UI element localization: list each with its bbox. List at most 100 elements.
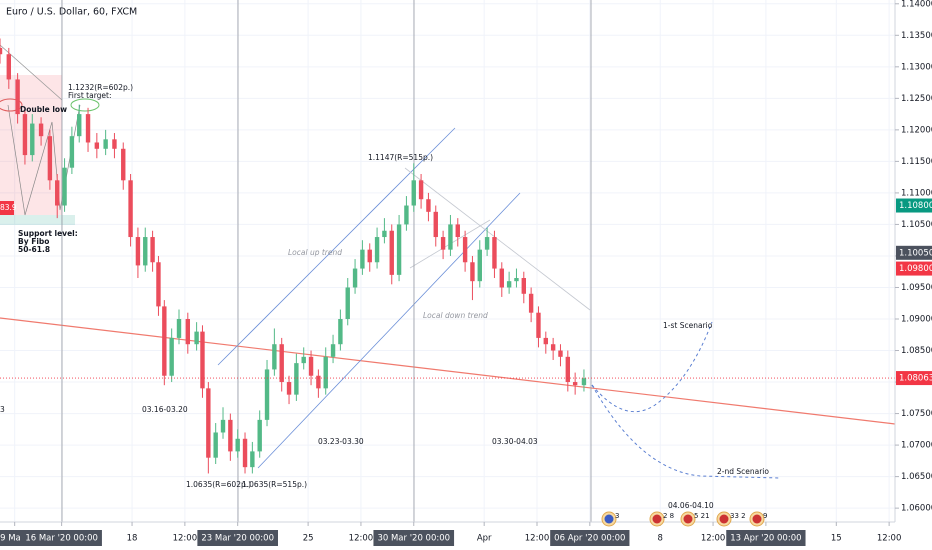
- candle-body: [206, 388, 211, 458]
- candle-body: [455, 224, 460, 238]
- x-tick-label: 16 Mar '20 00:00: [25, 534, 98, 544]
- x-tick-label: 12:00: [173, 534, 198, 544]
- y-tick-label: 1.12000: [901, 125, 932, 135]
- candle-body: [433, 211, 438, 238]
- candle-body: [470, 262, 475, 282]
- candle-body: [169, 337, 174, 376]
- price-label: 1.08063: [899, 374, 932, 384]
- y-tick-label: 1.09000: [901, 315, 932, 325]
- candle-body: [301, 356, 306, 364]
- candle-body: [235, 438, 240, 452]
- candle-body: [404, 205, 409, 225]
- y-tick-label: 1.11000: [901, 188, 932, 198]
- x-tick-label: 12:00: [701, 534, 726, 544]
- candle-body: [367, 249, 372, 263]
- candle-body: [521, 278, 526, 294]
- price-label: 1.10800: [899, 201, 932, 211]
- y-tick-label: 1.13500: [901, 31, 932, 41]
- x-tick-label: 8: [658, 534, 663, 544]
- candle-body: [135, 237, 141, 266]
- candle-body: [150, 237, 155, 263]
- candle-body: [242, 438, 248, 468]
- annotation: First target:: [68, 91, 112, 100]
- candle-body: [15, 79, 20, 115]
- candle-body: [6, 54, 12, 80]
- annotation: 1.1232(R=602p.): [68, 83, 133, 92]
- candle-body: [528, 293, 534, 313]
- candle-body: [558, 350, 563, 357]
- candle-body: [264, 369, 270, 420]
- x-tick-label: 18: [127, 534, 138, 544]
- candle-body: [62, 167, 67, 206]
- y-tick-label: 1.06500: [901, 472, 932, 482]
- annotation: 83.9: [0, 203, 17, 212]
- price-label: 1.10050: [899, 248, 932, 258]
- x-tick-highlight: [21, 530, 102, 546]
- annotation: 2-nd Scenario: [717, 467, 769, 476]
- ellipse: [0, 98, 23, 112]
- event-count: 9: [763, 512, 767, 520]
- candle-body: [77, 114, 82, 137]
- candle-body: [426, 199, 431, 212]
- candle-body: [448, 224, 453, 250]
- candle-body: [272, 344, 277, 370]
- y-tick-label: 1.13000: [901, 62, 932, 72]
- candle-body: [294, 363, 299, 395]
- event-count: 3: [615, 512, 619, 520]
- x-tick-highlight: [197, 530, 278, 546]
- candle-body: [323, 356, 328, 389]
- candle-body: [213, 432, 218, 458]
- x-tick-label: Apr: [477, 534, 492, 544]
- candle-body: [316, 375, 321, 389]
- y-tick-label: 1.10500: [901, 220, 932, 230]
- candle-body: [279, 344, 284, 383]
- x-tick-label: 12:00: [877, 534, 902, 544]
- candle-body: [345, 287, 350, 319]
- price-label-box: [896, 371, 932, 386]
- candle-body: [506, 281, 512, 288]
- annotation: 1.0635(R=515p.): [242, 480, 307, 489]
- candle-body: [514, 278, 519, 282]
- event-flag: [752, 514, 762, 524]
- candle-body: [330, 344, 336, 357]
- y-tick-label: 1.14000: [901, 0, 932, 9]
- event-count: 5 21: [694, 512, 710, 520]
- support-box: [0, 215, 75, 225]
- candle-body: [0, 47, 3, 55]
- candle-body: [418, 180, 424, 200]
- candle-body: [194, 331, 199, 345]
- annotation: 1.1147(R=515p.): [368, 153, 433, 162]
- candle-body: [228, 419, 233, 452]
- x-tick-label: 25: [303, 534, 314, 544]
- candle-body: [121, 148, 126, 181]
- candle-body: [185, 319, 191, 345]
- y-tick-label: 1.09500: [901, 283, 932, 293]
- x-tick-highlight: [550, 530, 630, 546]
- candle-body: [396, 224, 402, 275]
- y-tick-label: 1.11500: [901, 157, 932, 167]
- annotation: By Fibo: [18, 237, 49, 246]
- x-tick-highlight: [373, 530, 455, 546]
- candle-body: [156, 262, 161, 307]
- tag-box: [0, 201, 14, 215]
- event-flag: [604, 514, 614, 524]
- candle-body: [382, 230, 387, 238]
- candle-body: [543, 337, 549, 345]
- candle-body: [112, 139, 117, 149]
- candle-body: [162, 306, 167, 376]
- candle-body: [389, 230, 394, 275]
- candle-body: [143, 237, 148, 266]
- candle-body: [94, 142, 100, 149]
- candle-body: [374, 237, 380, 263]
- candle-body: [176, 319, 182, 338]
- channel-line: [404, 167, 591, 311]
- annotation: 3: [0, 405, 5, 414]
- price-label-box: [896, 245, 932, 260]
- candle-body: [477, 249, 482, 282]
- candle-body: [572, 382, 578, 386]
- candle-body: [286, 382, 292, 395]
- price-label-box: [896, 261, 932, 276]
- annotation: Double low: [20, 105, 67, 114]
- price-label: 1.09800: [899, 264, 932, 274]
